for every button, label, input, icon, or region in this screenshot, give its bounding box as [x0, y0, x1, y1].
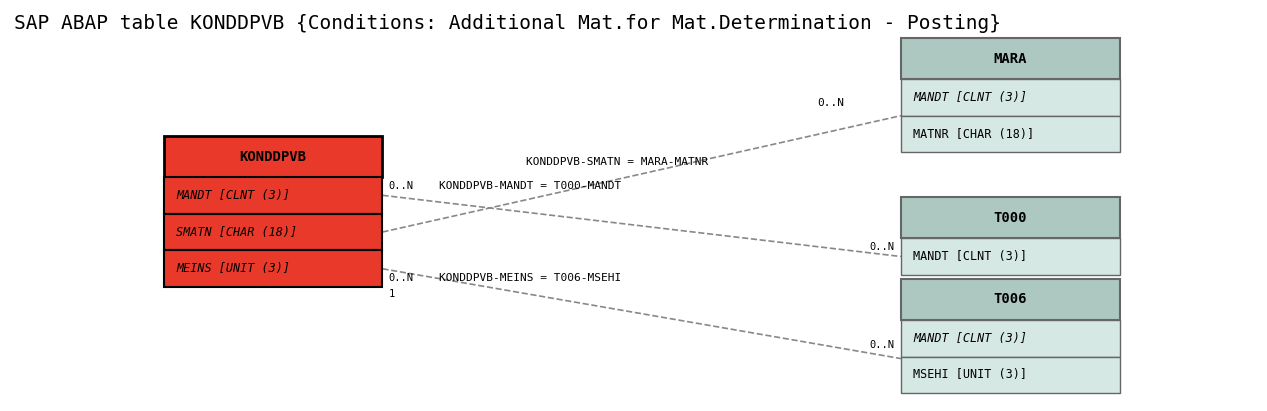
FancyBboxPatch shape [901, 197, 1120, 238]
Text: 0..N: 0..N [389, 273, 414, 283]
Text: MARA: MARA [993, 51, 1028, 65]
Text: MANDT [CLNT (3)]: MANDT [CLNT (3)] [914, 250, 1028, 263]
FancyBboxPatch shape [163, 177, 383, 214]
Text: KONDDPVB-MEINS = T006-MSEHI: KONDDPVB-MEINS = T006-MSEHI [438, 273, 621, 283]
FancyBboxPatch shape [901, 356, 1120, 393]
Text: KONDDPVB-MANDT = T000-MANDT: KONDDPVB-MANDT = T000-MANDT [438, 181, 621, 191]
FancyBboxPatch shape [901, 238, 1120, 275]
FancyBboxPatch shape [901, 38, 1120, 79]
Text: MANDT [CLNT (3)]: MANDT [CLNT (3)] [914, 332, 1028, 345]
Text: T006: T006 [993, 292, 1028, 306]
Text: MEINS [UNIT (3)]: MEINS [UNIT (3)] [176, 262, 290, 275]
FancyBboxPatch shape [163, 250, 383, 287]
FancyBboxPatch shape [901, 79, 1120, 115]
Text: T000: T000 [993, 211, 1028, 225]
Text: 0..N: 0..N [389, 181, 414, 191]
FancyBboxPatch shape [163, 214, 383, 250]
Text: 1: 1 [389, 289, 395, 299]
FancyBboxPatch shape [901, 320, 1120, 356]
FancyBboxPatch shape [901, 279, 1120, 320]
Text: SAP ABAP table KONDDPVB {Conditions: Additional Mat.for Mat.Determination - Post: SAP ABAP table KONDDPVB {Conditions: Add… [14, 14, 1001, 32]
Text: MATNR [CHAR (18)]: MATNR [CHAR (18)] [914, 127, 1035, 141]
Text: KONDDPVB: KONDDPVB [239, 150, 307, 164]
Text: MANDT [CLNT (3)]: MANDT [CLNT (3)] [914, 91, 1028, 104]
FancyBboxPatch shape [163, 136, 383, 177]
FancyBboxPatch shape [901, 115, 1120, 152]
Text: KONDDPVB-SMATN = MARA-MATNR: KONDDPVB-SMATN = MARA-MATNR [526, 157, 708, 167]
Text: MSEHI [UNIT (3)]: MSEHI [UNIT (3)] [914, 368, 1028, 381]
Text: 0..N: 0..N [817, 97, 845, 108]
Text: 0..N: 0..N [869, 340, 895, 351]
Text: SMATN [CHAR (18)]: SMATN [CHAR (18)] [176, 226, 298, 238]
Text: 0..N: 0..N [869, 242, 895, 252]
Text: MANDT [CLNT (3)]: MANDT [CLNT (3)] [176, 189, 290, 202]
